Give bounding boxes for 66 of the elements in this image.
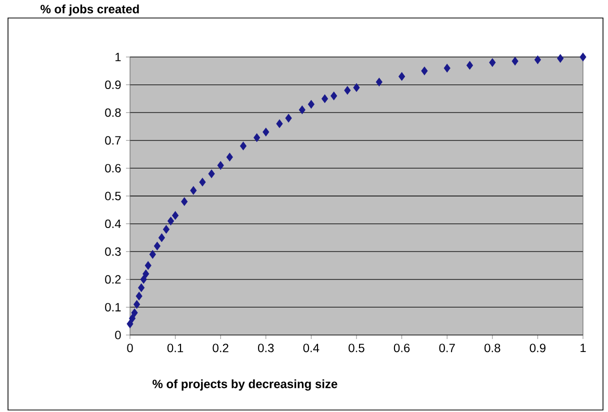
point bbox=[136, 292, 142, 300]
point bbox=[149, 250, 156, 259]
y-tick-label: 0.8 bbox=[105, 108, 121, 117]
y-tick-label: 1 bbox=[116, 52, 121, 62]
point bbox=[398, 72, 406, 81]
point bbox=[172, 211, 179, 220]
point bbox=[138, 283, 145, 292]
y-tick-label: 0.9 bbox=[105, 80, 121, 90]
y-tick-label: 0.6 bbox=[105, 164, 121, 172]
point bbox=[466, 61, 474, 70]
x-tick-label: 0.3 bbox=[258, 344, 274, 352]
point bbox=[140, 275, 147, 284]
point bbox=[330, 92, 338, 100]
x-tick-label: 0.4 bbox=[303, 344, 320, 352]
y-tick-label: 0 bbox=[115, 330, 121, 340]
point bbox=[285, 114, 292, 122]
point bbox=[126, 320, 134, 328]
point bbox=[199, 178, 206, 186]
y-tick-label: 0.2 bbox=[105, 275, 121, 284]
x-tick-label: 0.9 bbox=[530, 344, 546, 352]
point bbox=[512, 56, 518, 66]
point bbox=[144, 261, 152, 270]
point bbox=[168, 216, 174, 226]
point bbox=[190, 186, 197, 195]
chart-title: % of jobs created bbox=[40, 4, 139, 16]
point bbox=[208, 169, 215, 178]
point bbox=[181, 197, 188, 206]
point bbox=[298, 106, 306, 114]
point bbox=[580, 52, 586, 62]
point bbox=[534, 56, 541, 64]
point bbox=[344, 86, 351, 95]
point bbox=[142, 270, 150, 278]
y-tick-label: 0.1 bbox=[105, 302, 121, 312]
point bbox=[421, 66, 428, 76]
point bbox=[322, 94, 328, 103]
x-tick-label: 0.6 bbox=[394, 344, 410, 352]
x-tick-label: 0.7 bbox=[439, 344, 455, 352]
point bbox=[154, 242, 160, 250]
point bbox=[217, 161, 224, 170]
y-tick-label: 0.3 bbox=[105, 247, 121, 256]
y-tick-label: 0.4 bbox=[105, 220, 121, 228]
point bbox=[254, 133, 260, 142]
point bbox=[262, 128, 270, 136]
x-tick-label: 0.2 bbox=[212, 344, 228, 352]
point bbox=[376, 78, 382, 86]
x-tick-label: 0 bbox=[127, 344, 133, 352]
x-tick-label: 0.5 bbox=[348, 344, 364, 352]
point bbox=[158, 233, 165, 242]
x-tick-label: 0.1 bbox=[167, 344, 184, 352]
point bbox=[131, 308, 138, 318]
point bbox=[226, 152, 233, 162]
x-tick-label: 1 bbox=[580, 344, 586, 352]
point bbox=[308, 100, 314, 109]
point bbox=[489, 58, 496, 67]
point bbox=[276, 119, 283, 128]
point bbox=[557, 54, 564, 63]
x-axis-title: % of projects by decreasing size bbox=[152, 379, 338, 391]
point bbox=[162, 225, 170, 234]
y-tick-label: 0.7 bbox=[105, 136, 121, 145]
x-tick-label: 0.8 bbox=[484, 344, 500, 352]
point bbox=[444, 64, 450, 72]
y-tick-label: 0.5 bbox=[105, 192, 121, 200]
point bbox=[240, 142, 247, 150]
point bbox=[128, 314, 136, 323]
point bbox=[134, 300, 140, 309]
point bbox=[353, 83, 360, 92]
